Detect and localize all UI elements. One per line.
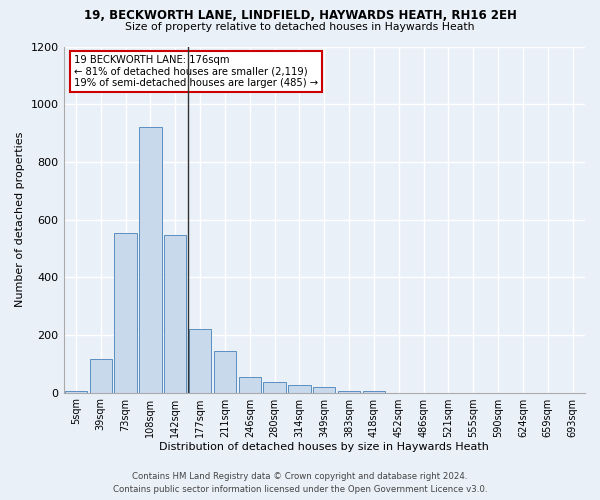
X-axis label: Distribution of detached houses by size in Haywards Heath: Distribution of detached houses by size … [160,442,489,452]
Text: Contains HM Land Registry data © Crown copyright and database right 2024.
Contai: Contains HM Land Registry data © Crown c… [113,472,487,494]
Bar [338,391,360,392]
Bar [65,391,87,392]
Bar [164,236,187,392]
Bar [288,386,311,392]
Y-axis label: Number of detached properties: Number of detached properties [15,132,25,307]
Bar [115,232,137,392]
Bar [214,351,236,393]
Bar [263,382,286,392]
Bar [139,128,161,392]
Text: Size of property relative to detached houses in Haywards Heath: Size of property relative to detached ho… [125,22,475,32]
Bar [189,329,211,392]
Text: 19, BECKWORTH LANE, LINDFIELD, HAYWARDS HEATH, RH16 2EH: 19, BECKWORTH LANE, LINDFIELD, HAYWARDS … [83,9,517,22]
Bar [313,387,335,392]
Bar [239,376,261,392]
Text: 19 BECKWORTH LANE: 176sqm
← 81% of detached houses are smaller (2,119)
19% of se: 19 BECKWORTH LANE: 176sqm ← 81% of detac… [74,55,318,88]
Bar [363,391,385,392]
Bar [89,360,112,392]
